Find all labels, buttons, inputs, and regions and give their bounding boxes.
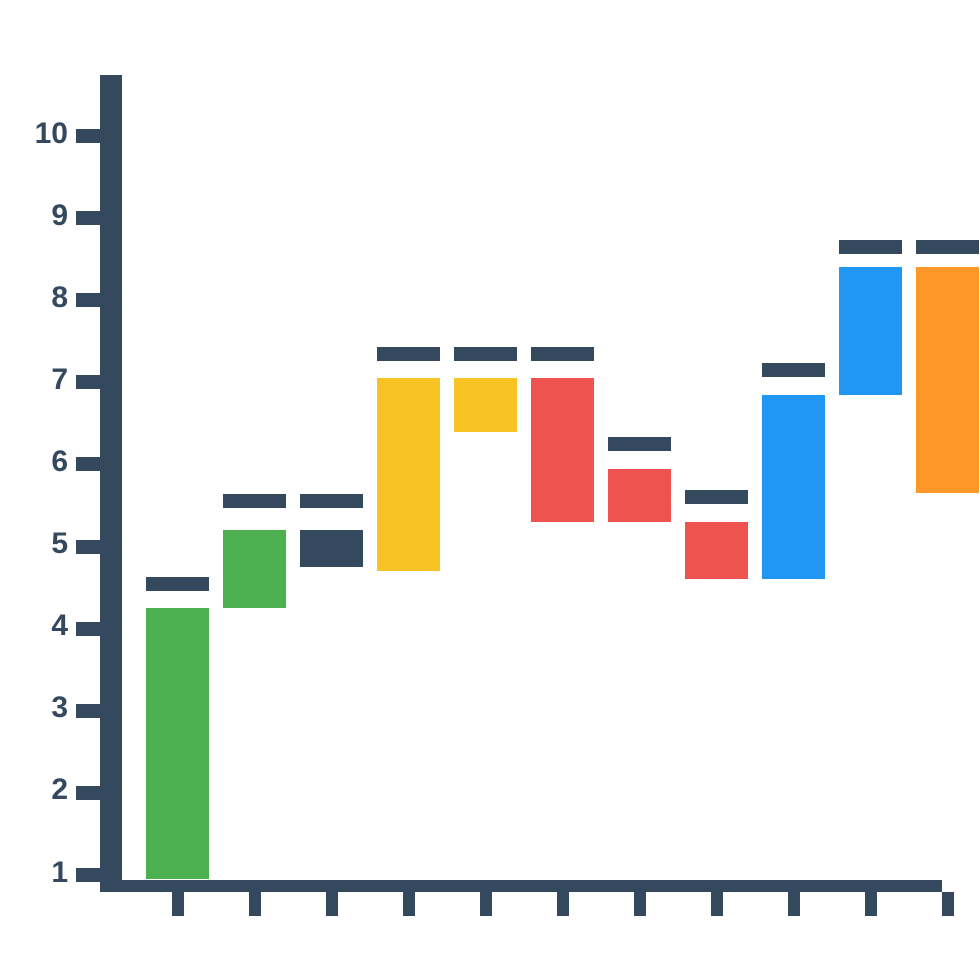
- bar-cap: [839, 240, 902, 254]
- bar: [762, 395, 825, 580]
- bar-cap: [685, 490, 748, 504]
- y-tick: [76, 704, 100, 718]
- y-tick: [76, 540, 100, 554]
- x-tick: [711, 892, 723, 916]
- x-tick: [480, 892, 492, 916]
- y-axis-label: 3: [51, 691, 68, 725]
- bar: [146, 608, 209, 879]
- bar: [608, 469, 671, 522]
- y-axis-label: 10: [35, 117, 68, 151]
- y-tick: [76, 622, 100, 636]
- x-tick: [942, 892, 954, 916]
- bar: [531, 378, 594, 522]
- x-axis: [100, 880, 942, 892]
- y-tick: [76, 129, 100, 143]
- bar: [223, 530, 286, 608]
- y-axis-label: 5: [51, 527, 68, 561]
- y-axis-label: 8: [51, 281, 68, 315]
- bar: [377, 378, 440, 571]
- bar-cap: [531, 347, 594, 361]
- bar: [685, 522, 748, 579]
- y-axis-label: 6: [51, 445, 68, 479]
- x-tick: [249, 892, 261, 916]
- bar-cap: [377, 347, 440, 361]
- floating-bar-chart: 1 2 3 4 5 6 7 8 9 10: [0, 0, 980, 980]
- x-tick: [403, 892, 415, 916]
- y-tick: [76, 457, 100, 471]
- y-axis-label: 2: [51, 773, 68, 807]
- y-tick: [76, 211, 100, 225]
- bar-cap: [300, 494, 363, 508]
- y-axis-label: 9: [51, 199, 68, 233]
- bar: [300, 530, 363, 567]
- bar-cap: [454, 347, 517, 361]
- y-tick: [76, 375, 100, 389]
- bar-cap: [146, 577, 209, 591]
- y-tick: [76, 868, 100, 882]
- y-tick: [76, 786, 100, 800]
- y-axis-label: 4: [51, 609, 68, 643]
- bar: [839, 267, 902, 394]
- bar-cap: [916, 240, 979, 254]
- x-tick: [557, 892, 569, 916]
- y-axis-label: 7: [51, 363, 68, 397]
- bar: [454, 378, 517, 431]
- bar-cap: [608, 437, 671, 451]
- bar: [916, 267, 979, 493]
- x-tick: [865, 892, 877, 916]
- x-tick: [788, 892, 800, 916]
- bar-cap: [762, 363, 825, 377]
- bar-cap: [223, 494, 286, 508]
- x-tick: [634, 892, 646, 916]
- x-tick: [172, 892, 184, 916]
- y-axis: [100, 75, 122, 880]
- y-tick: [76, 293, 100, 307]
- x-tick: [326, 892, 338, 916]
- y-axis-label: 1: [51, 856, 68, 890]
